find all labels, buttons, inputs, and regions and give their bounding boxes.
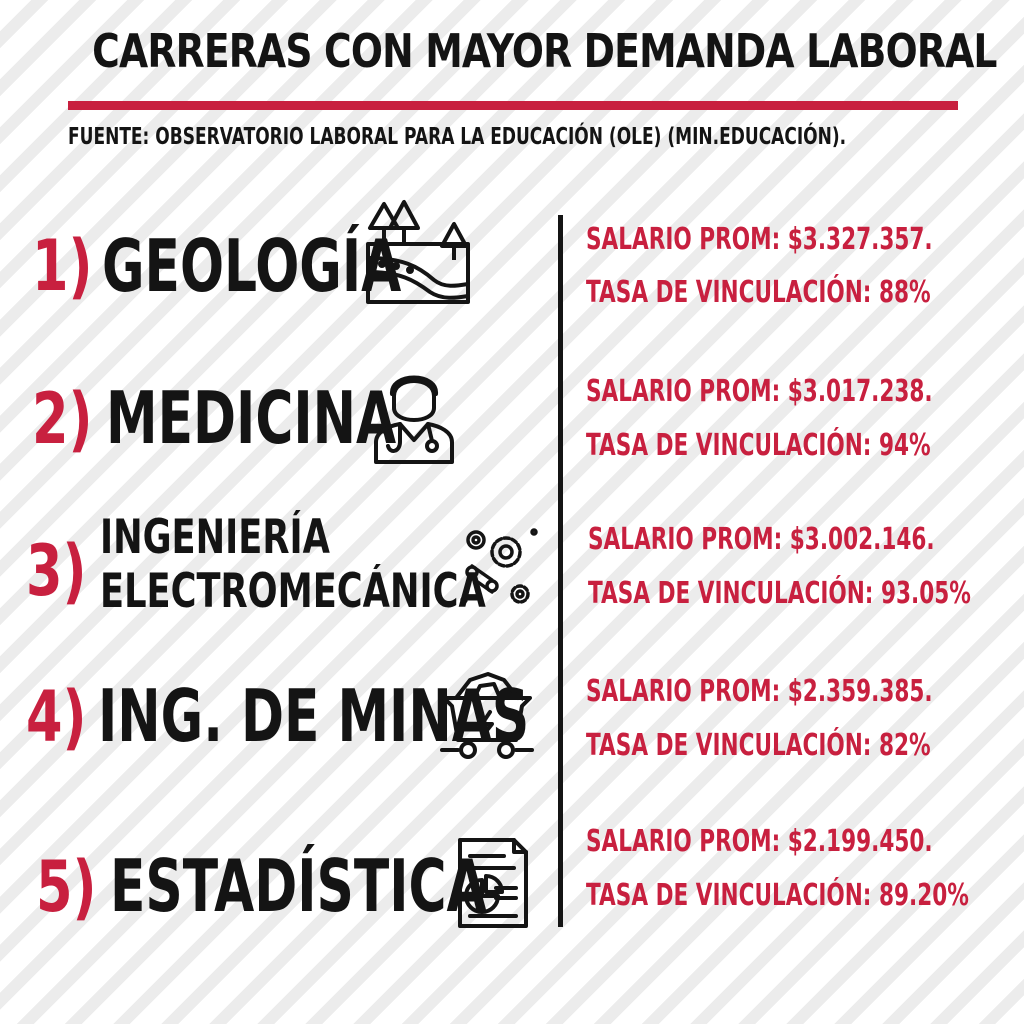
salary-text: SALARIO PROM: $2.199.450. xyxy=(586,824,933,859)
gears-icon xyxy=(458,524,540,608)
rate-text: TASA DE VINCULACIÓN: 89.20% xyxy=(586,878,969,913)
column-divider xyxy=(558,215,563,927)
career-number: 1) xyxy=(32,225,93,307)
career-name: MEDICINA xyxy=(106,376,397,460)
salary-text: SALARIO PROM: $2.359.385. xyxy=(586,674,933,709)
salary-text: SALARIO PROM: $3.002.146. xyxy=(588,522,935,557)
career-name: ING. DE MINAS xyxy=(98,674,530,758)
rate-text: TASA DE VINCULACIÓN: 93.05% xyxy=(588,576,971,611)
doctor-icon xyxy=(370,366,458,464)
source-note: FUENTE: OBSERVATORIO LABORAL PARA LA EDU… xyxy=(68,124,847,150)
career-number: 3) xyxy=(26,530,87,612)
salary-text: SALARIO PROM: $3.017.238. xyxy=(586,374,933,409)
career-name: ESTADÍSTICA xyxy=(110,844,487,928)
career-name-line1: INGENIERÍA xyxy=(100,510,330,565)
career-number: 2) xyxy=(32,378,93,460)
mine-cart-icon xyxy=(440,668,534,760)
rate-text: TASA DE VINCULACIÓN: 82% xyxy=(586,728,931,763)
career-name: GEOLOGÍA xyxy=(102,224,402,308)
rate-text: TASA DE VINCULACIÓN: 88% xyxy=(586,275,931,310)
statistics-report-icon xyxy=(454,836,532,930)
career-name-line2: ELECTROMECÁNICA xyxy=(100,564,486,619)
salary-text: SALARIO PROM: $3.327.357. xyxy=(586,222,933,257)
career-number: 5) xyxy=(36,846,97,928)
career-number: 4) xyxy=(26,676,87,758)
rate-text: TASA DE VINCULACIÓN: 94% xyxy=(586,428,931,463)
landscape-layers-icon xyxy=(362,196,474,308)
title-underline xyxy=(68,101,958,110)
page-title: CARRERAS CON MAYOR DEMANDA LABORAL xyxy=(92,24,997,78)
